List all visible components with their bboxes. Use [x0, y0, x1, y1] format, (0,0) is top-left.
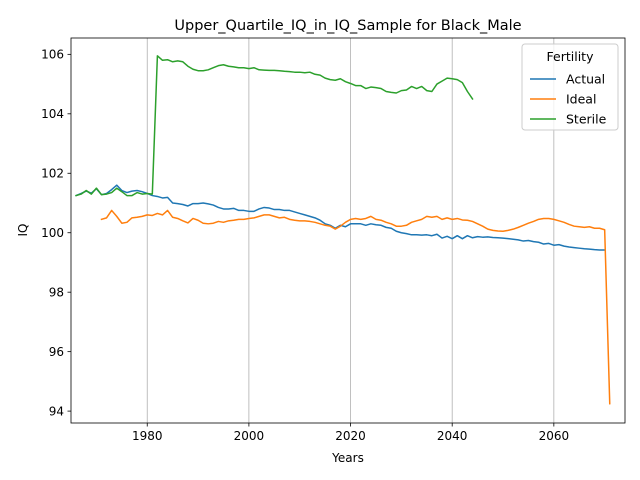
y-tick-label: 96 [49, 345, 64, 359]
y-tick-label: 98 [49, 285, 64, 299]
axis-ticks: 1980 2000 2020 2040 2060 94 96 98 100 102 104 106 [41, 48, 569, 443]
series-line-sterile [75, 55, 474, 197]
legend-title: Fertility [547, 49, 595, 64]
legend-label-actual: Actual [566, 72, 605, 87]
legend: Fertility Actual Ideal Sterile [521, 43, 619, 131]
legend-box [521, 43, 619, 131]
x-tick-label: 2040 [437, 429, 468, 443]
y-tick-label: 94 [49, 404, 64, 418]
y-tick-label: 100 [41, 226, 64, 240]
y-tick-label: 102 [41, 167, 64, 181]
x-tick-label: 1980 [132, 429, 163, 443]
series-line-ideal [100, 209, 611, 405]
x-axis-label: Years [331, 451, 364, 465]
series-lines [75, 55, 611, 405]
y-axis-label: IQ [16, 224, 30, 237]
gridlines [146, 38, 555, 423]
legend-label-ideal: Ideal [566, 92, 596, 107]
x-tick-label: 2060 [539, 429, 570, 443]
y-tick-label: 106 [41, 48, 64, 62]
plot-area-frame [70, 37, 626, 424]
x-tick-label: 2020 [335, 429, 366, 443]
chart-title: Upper_Quartile_IQ_in_IQ_Sample for Black… [174, 18, 521, 34]
x-tick-label: 2000 [234, 429, 265, 443]
y-tick-label: 104 [41, 107, 64, 121]
legend-label-sterile: Sterile [566, 112, 607, 127]
legend-entries: Actual Ideal Sterile [530, 72, 607, 127]
